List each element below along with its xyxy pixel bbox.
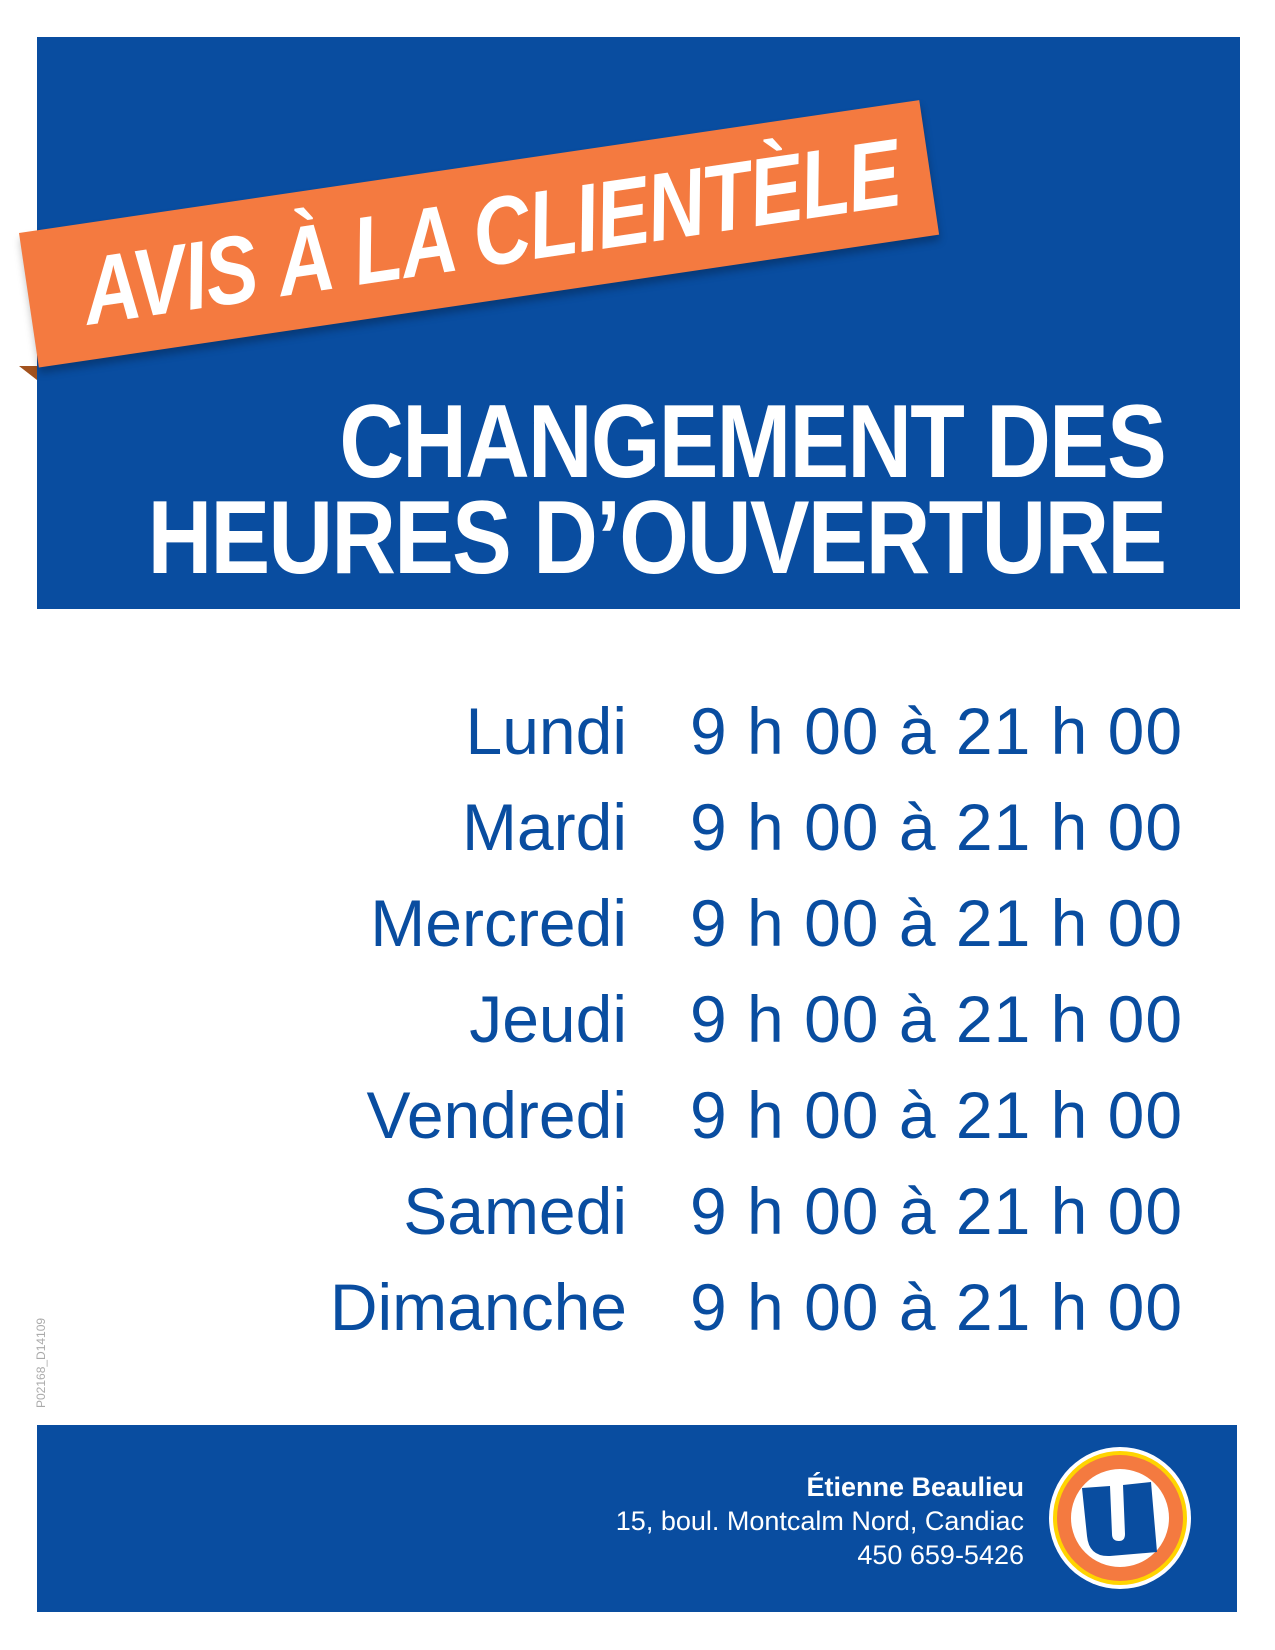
hours-value: 9 h 00 à 21 h 00	[690, 694, 1184, 768]
schedule-row: Lundi 9 h 00 à 21 h 00	[0, 693, 1275, 789]
banner-fold	[19, 366, 37, 380]
day-label: Mardi	[461, 790, 627, 864]
owner-name: Étienne Beaulieu	[806, 1472, 1024, 1502]
uniprix-logo-icon	[1049, 1447, 1191, 1589]
schedule-row: Jeudi 9 h 00 à 21 h 00	[0, 981, 1275, 1077]
hours-value: 9 h 00 à 21 h 00	[690, 982, 1184, 1056]
hours-value: 9 h 00 à 21 h 00	[690, 886, 1184, 960]
day-label: Samedi	[403, 1174, 627, 1248]
hours-value: 9 h 00 à 21 h 00	[690, 1174, 1184, 1248]
day-label: Lundi	[465, 694, 628, 768]
day-label: Mercredi	[370, 886, 627, 960]
store-phone: 450 659-5426	[857, 1540, 1024, 1570]
hours-value: 9 h 00 à 21 h 00	[690, 1270, 1184, 1344]
day-label: Dimanche	[329, 1270, 627, 1344]
schedule-row: Mardi 9 h 00 à 21 h 00	[0, 789, 1275, 885]
document-code: P02168_D14109	[34, 1317, 48, 1408]
schedule-row: Dimanche 9 h 00 à 21 h 00	[0, 1269, 1275, 1365]
schedule-row: Mercredi 9 h 00 à 21 h 00	[0, 885, 1275, 981]
title-line-2: HEURES D’OUVERTURE	[147, 480, 1166, 596]
schedule-row: Samedi 9 h 00 à 21 h 00	[0, 1173, 1275, 1269]
day-label: Vendredi	[366, 1078, 627, 1152]
schedule-row: Vendredi 9 h 00 à 21 h 00	[0, 1077, 1275, 1173]
store-address: 15, boul. Montcalm Nord, Candiac	[615, 1506, 1024, 1536]
hours-value: 9 h 00 à 21 h 00	[690, 790, 1184, 864]
footer-panel	[37, 1425, 1237, 1612]
day-label: Jeudi	[469, 982, 627, 1056]
hours-value: 9 h 00 à 21 h 00	[690, 1078, 1184, 1152]
title-line-1: CHANGEMENT DES	[339, 384, 1166, 500]
